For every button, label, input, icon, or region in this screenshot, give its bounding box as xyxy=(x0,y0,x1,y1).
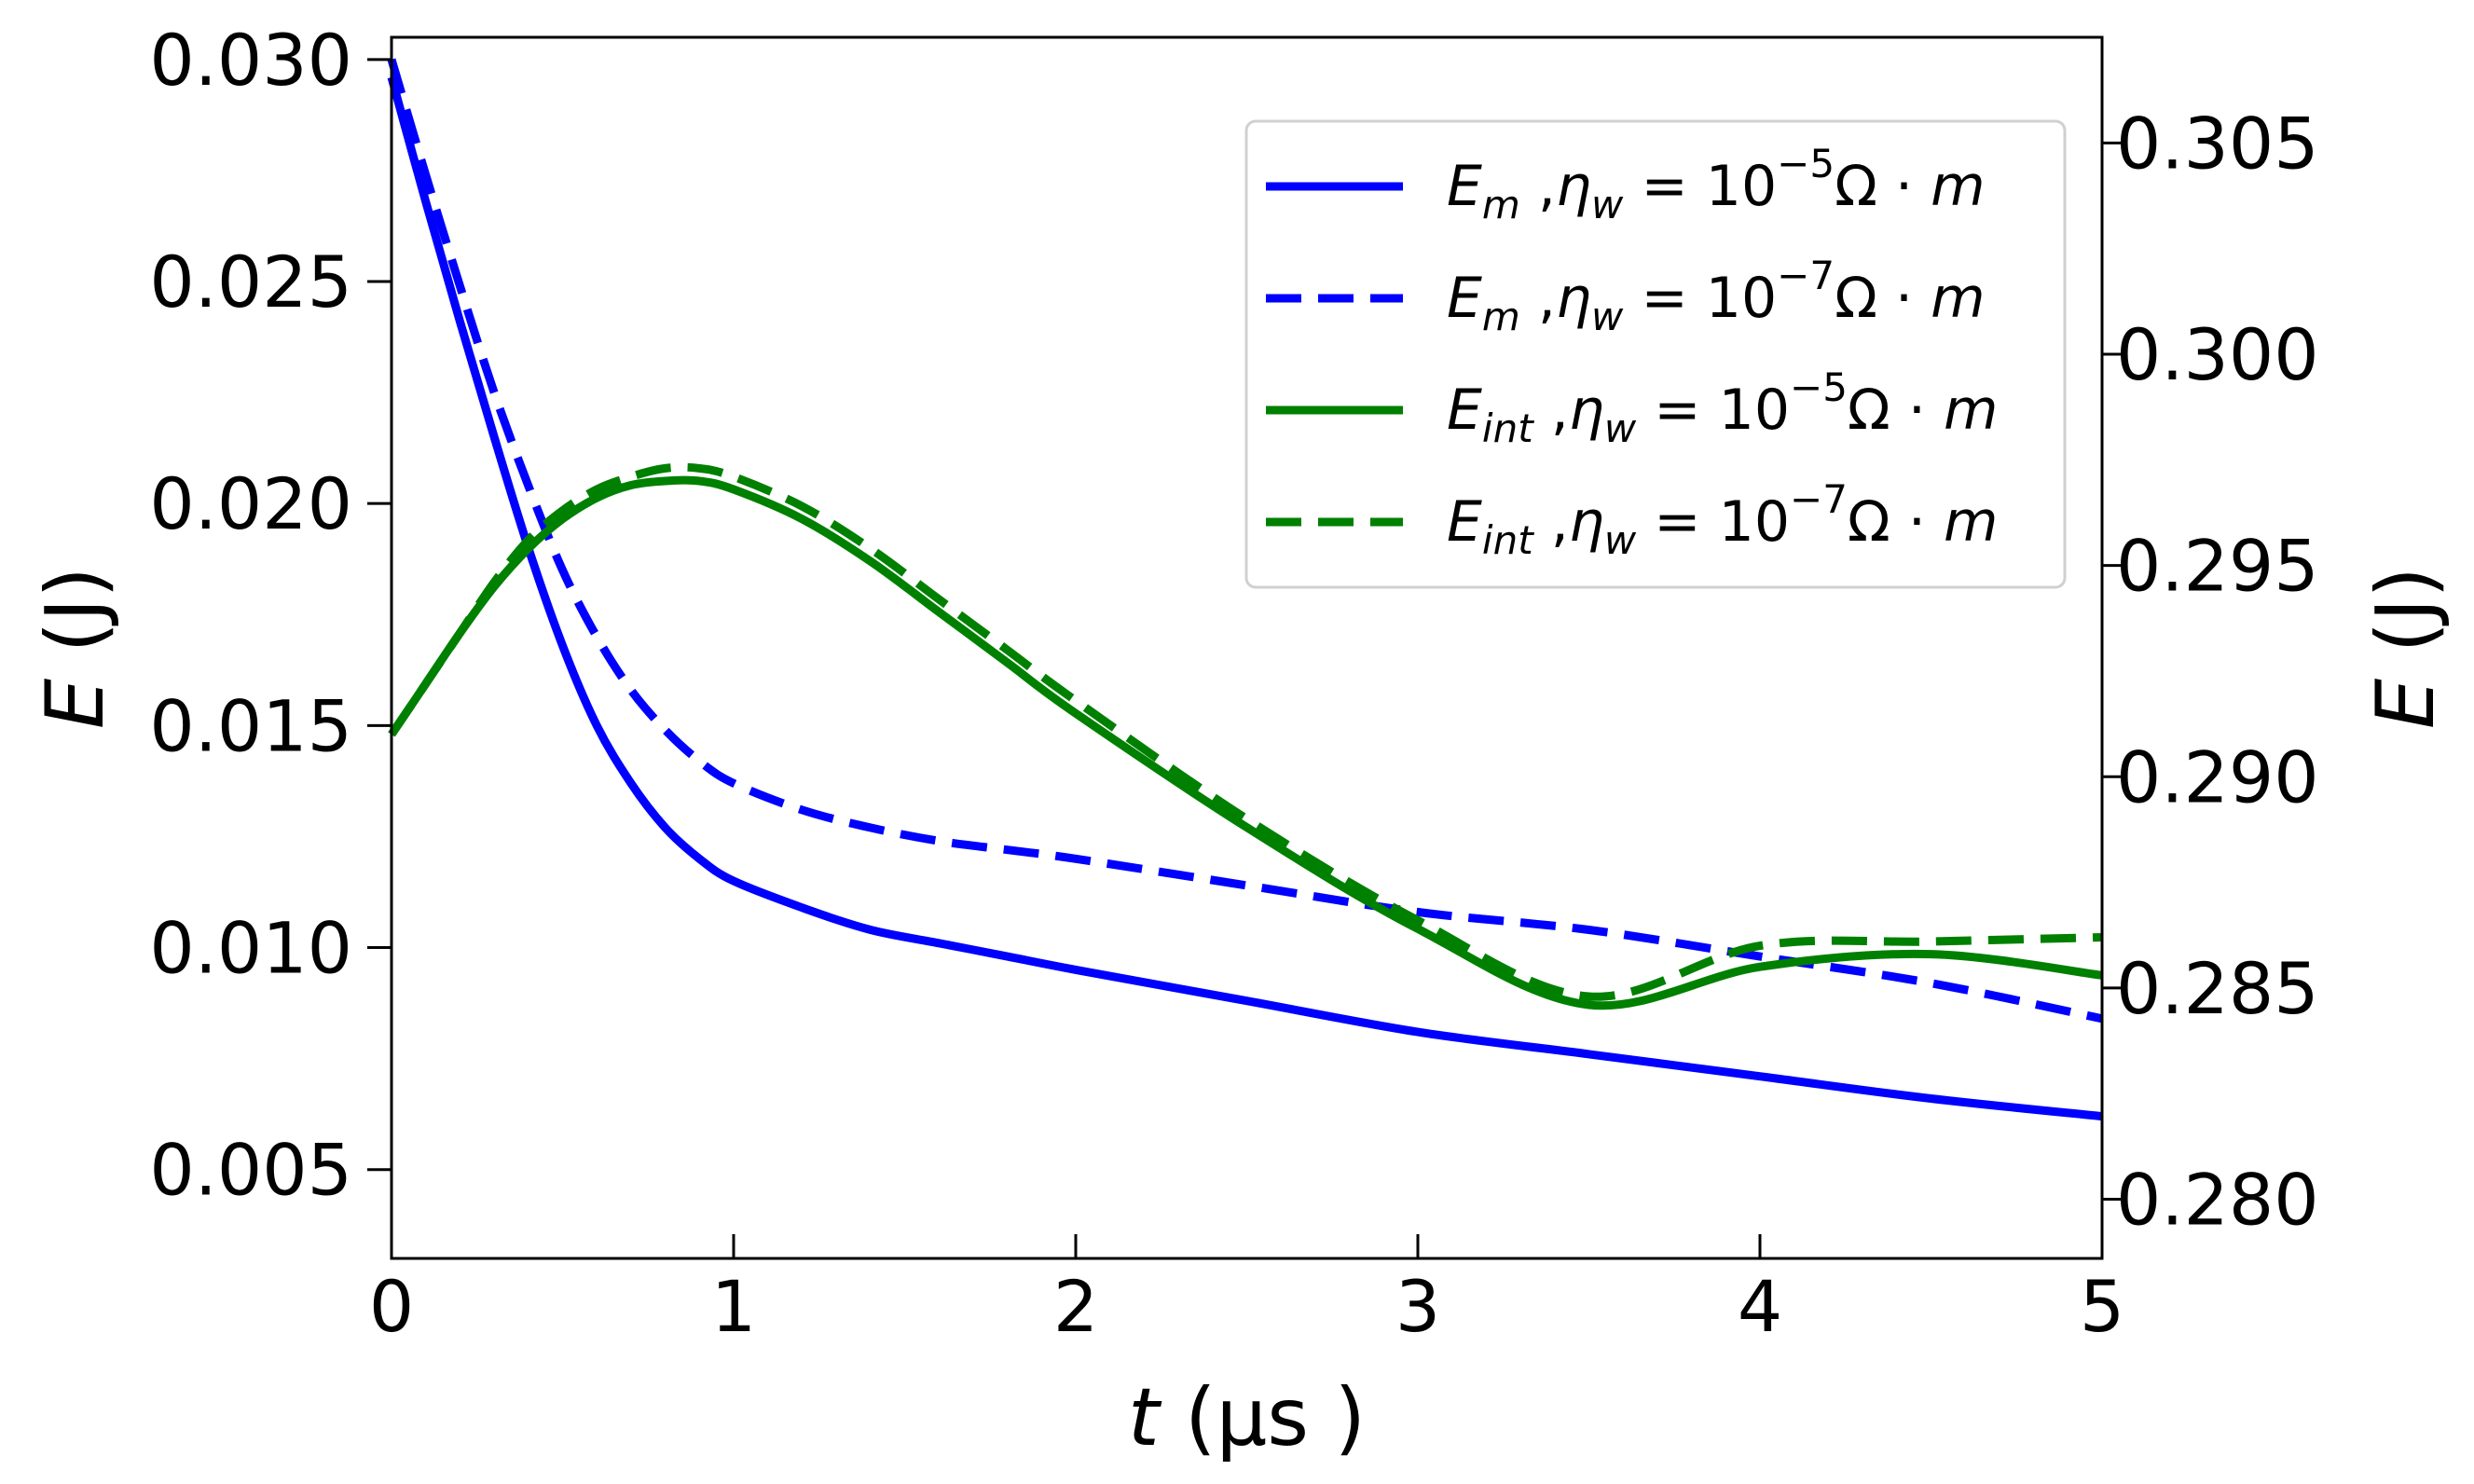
x-tick-label: 2 xyxy=(1053,1265,1098,1348)
x-tick-label: 5 xyxy=(2080,1265,2124,1348)
y-right-tick-label: 0.285 xyxy=(2116,947,2319,1030)
legend-label-2: Em ,ηw = 10−7Ω · m xyxy=(1447,253,1986,339)
legend: Em ,ηw = 10−5Ω · m Em ,ηw = 10−7Ω · m Eint… xyxy=(1244,119,2067,589)
legend-label-3: Eint ,ηw = 10−5Ω · m xyxy=(1447,364,1998,451)
y-right-tick-label: 0.300 xyxy=(2116,313,2319,396)
ticks-layer xyxy=(367,58,2126,1258)
y-left-tick-label: 0.010 xyxy=(149,907,352,990)
series-layer xyxy=(387,58,2103,1121)
x-tick-label: 0 xyxy=(369,1265,414,1348)
legend-label-4: Eint ,ηw = 10−7Ω · m xyxy=(1447,476,1998,563)
legend-label-1: Em ,ηw = 10−5Ω · m xyxy=(1447,141,1986,227)
y-right-tick-label: 0.295 xyxy=(2116,525,2319,608)
x-tick-label: 4 xyxy=(1738,1265,1782,1348)
x-tick-label: 1 xyxy=(711,1265,756,1348)
series-line-1 xyxy=(387,76,2103,1121)
y-left-tick-label: 0.020 xyxy=(149,462,352,545)
y-right-tick-label: 0.280 xyxy=(2116,1159,2319,1242)
series-line-3 xyxy=(388,475,2103,1010)
y-left-label-group: E (J) xyxy=(29,567,122,729)
legend-box xyxy=(1244,119,2067,589)
y-right-tick-label: 0.290 xyxy=(2116,735,2319,818)
y-left-tick-label: 0.005 xyxy=(149,1129,352,1212)
y-left-tick-label: 0.015 xyxy=(149,684,352,767)
y-left-tick-label: 0.030 xyxy=(149,19,352,102)
labels-layer: 0 1 2 3 4 5 0.005 0.010 0.015 0.020 0.025 0.030 0.28… xyxy=(29,19,2453,1464)
x-tick-label: 3 xyxy=(1395,1265,1440,1348)
y-right-tick-label: 0.305 xyxy=(2116,102,2319,185)
x-axis-label: t (μs ) xyxy=(1128,1371,1366,1464)
y-left-axis-label: E (J) xyxy=(29,567,122,729)
plot-frame xyxy=(390,35,2104,1260)
y-right-axis-label: E (J) xyxy=(2359,567,2453,729)
y-right-label-group: E (J) xyxy=(2359,567,2453,729)
series-line-4 xyxy=(388,462,2103,1001)
y-left-tick-label: 0.025 xyxy=(149,240,352,323)
series-line-2 xyxy=(387,58,2103,1024)
